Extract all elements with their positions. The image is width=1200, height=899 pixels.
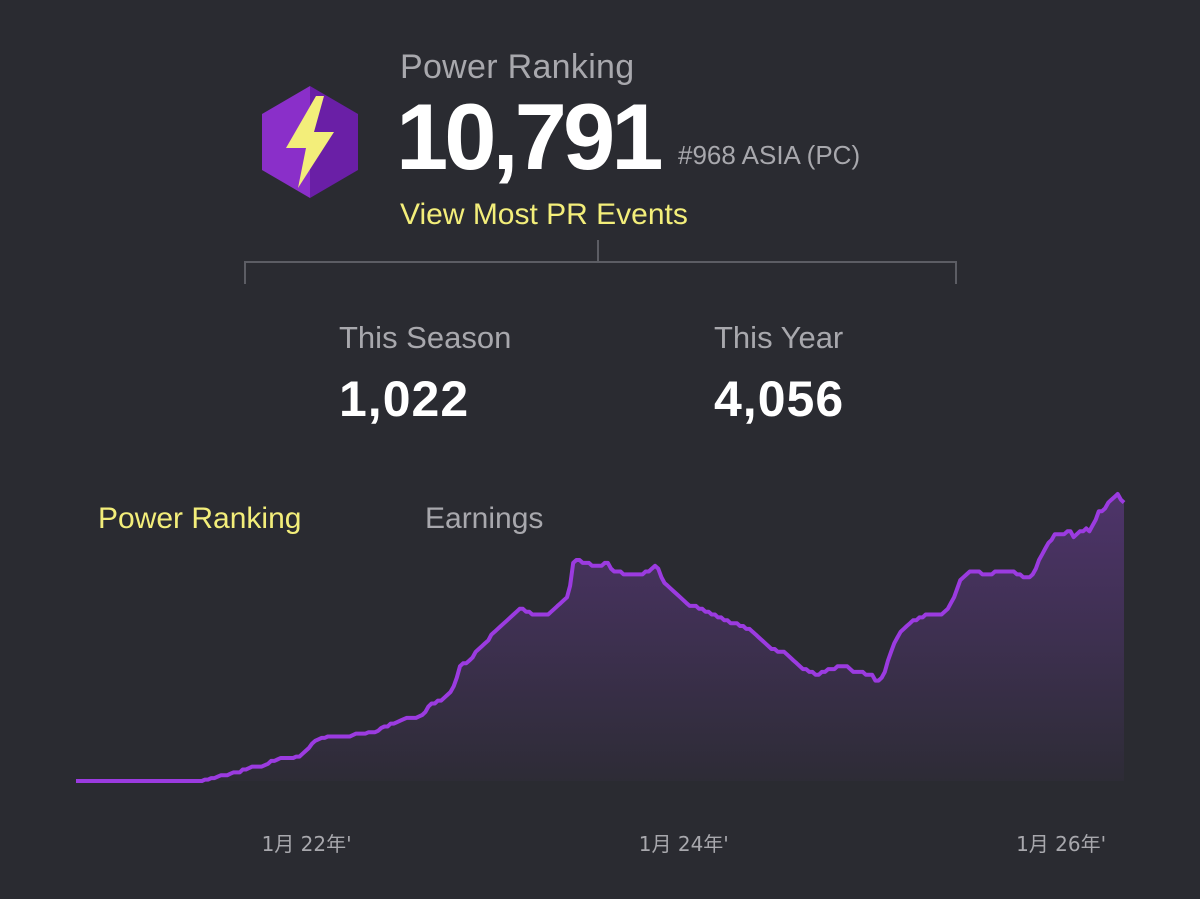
power-ranking-title: Power Ranking xyxy=(400,48,635,86)
power-ranking-chart: 1月 22年' 1月 24年' 1月 26年' xyxy=(76,492,1126,856)
x-axis-tick-label: 1月 24年' xyxy=(639,832,729,856)
this-year-value: 4,056 xyxy=(714,371,845,427)
chart-area-fill xyxy=(76,494,1124,781)
tab-power-ranking[interactable]: Power Ranking xyxy=(98,502,302,535)
stats-bracket-divider xyxy=(244,240,957,284)
this-year-label: This Year xyxy=(714,320,844,355)
lightning-hexagon-icon xyxy=(262,86,358,198)
tab-earnings[interactable]: Earnings xyxy=(425,502,544,535)
regional-rank: #968 ASIA (PC) xyxy=(678,140,861,170)
x-axis-tick-label: 1月 26年' xyxy=(1016,832,1106,856)
view-most-pr-events-link[interactable]: View Most PR Events xyxy=(400,198,688,231)
chart-series-line xyxy=(76,492,1126,783)
power-ranking-value: 10,791 xyxy=(396,84,664,189)
x-axis-tick-label: 1月 22年' xyxy=(262,832,352,856)
this-season-label: This Season xyxy=(339,320,512,355)
this-season-value: 1,022 xyxy=(339,371,470,427)
